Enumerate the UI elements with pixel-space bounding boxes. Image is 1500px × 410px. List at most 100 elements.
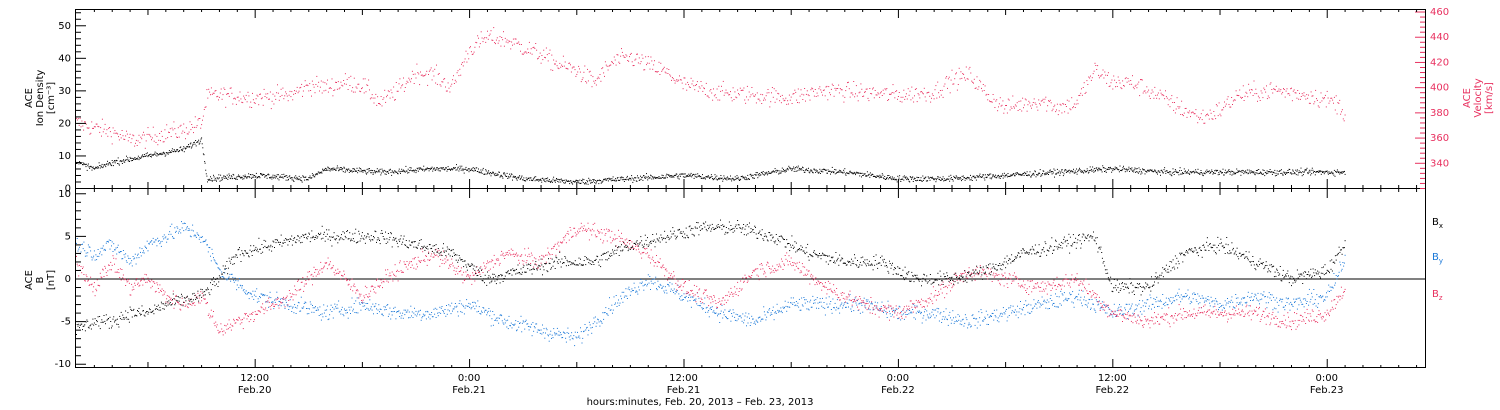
data-point	[1126, 170, 1128, 172]
data-point	[886, 178, 887, 179]
data-point	[198, 118, 200, 119]
data-point	[509, 176, 511, 178]
data-point	[1311, 167, 1313, 169]
data-point	[475, 170, 476, 172]
data-point	[773, 319, 775, 321]
data-point	[323, 168, 325, 170]
data-point	[733, 99, 735, 100]
data-point	[209, 247, 211, 249]
data-point	[146, 155, 148, 157]
data-point	[159, 133, 161, 134]
data-point	[1104, 168, 1106, 169]
data-point	[390, 311, 392, 313]
data-point	[1023, 174, 1025, 176]
data-point	[722, 80, 724, 82]
data-point	[1125, 77, 1127, 79]
data-point	[995, 177, 997, 179]
data-point	[1308, 171, 1310, 173]
data-point	[142, 134, 144, 136]
top-panel-scatter	[76, 27, 1346, 185]
data-point	[710, 174, 712, 176]
data-point	[343, 166, 345, 168]
data-point	[602, 180, 604, 182]
data-point	[498, 322, 500, 324]
data-point	[760, 93, 762, 95]
data-point	[771, 92, 772, 94]
data-point	[366, 307, 368, 309]
data-point	[87, 165, 89, 167]
data-point	[931, 311, 933, 313]
data-point	[492, 171, 494, 173]
data-point	[382, 98, 384, 100]
data-point	[80, 126, 82, 128]
data-point	[1061, 169, 1063, 171]
data-point	[1062, 294, 1064, 296]
data-point	[751, 87, 753, 88]
data-point	[483, 38, 485, 40]
data-point	[1137, 172, 1139, 174]
data-point	[552, 337, 554, 339]
data-point	[1029, 102, 1031, 104]
data-point	[336, 88, 338, 90]
data-point	[361, 302, 363, 304]
data-point	[846, 172, 848, 174]
data-point	[1186, 172, 1188, 174]
data-point	[1049, 170, 1051, 172]
data-point	[303, 86, 305, 87]
data-point	[291, 177, 292, 179]
data-point	[895, 178, 897, 180]
data-point	[762, 171, 764, 172]
data-point	[797, 102, 798, 103]
data-point	[125, 135, 127, 137]
data-point	[1300, 96, 1302, 97]
data-point	[825, 297, 827, 299]
data-point	[913, 101, 915, 103]
data-point	[1298, 98, 1300, 100]
data-point	[583, 330, 585, 332]
data-point	[455, 169, 457, 171]
data-point	[317, 173, 319, 175]
data-point	[481, 311, 483, 313]
data-point	[1254, 174, 1256, 176]
data-point	[1204, 122, 1206, 124]
data-point	[159, 153, 161, 154]
data-point	[450, 168, 452, 170]
data-point	[1200, 113, 1202, 115]
data-point	[342, 85, 344, 87]
data-point	[1246, 171, 1248, 173]
data-point	[604, 312, 606, 313]
data-point	[965, 317, 967, 319]
data-point	[945, 179, 946, 181]
data-point	[698, 297, 700, 299]
data-point	[526, 179, 528, 181]
data-point	[261, 174, 263, 176]
data-point	[505, 41, 507, 43]
data-point	[1310, 174, 1312, 176]
data-point	[461, 62, 463, 64]
data-point	[514, 38, 516, 40]
data-point	[190, 142, 192, 144]
data-point	[143, 154, 145, 155]
data-point	[176, 136, 178, 138]
data-point	[165, 236, 167, 238]
data-point	[354, 312, 356, 313]
data-point	[271, 301, 273, 303]
data-point	[171, 223, 173, 225]
data-point	[787, 169, 789, 171]
data-point	[1081, 302, 1082, 304]
data-point	[682, 299, 684, 300]
data-point	[93, 255, 95, 257]
data-point	[1070, 170, 1071, 172]
data-point	[1164, 167, 1166, 169]
data-point	[924, 308, 926, 310]
data-point	[215, 262, 217, 264]
data-point	[1120, 306, 1122, 308]
data-point	[1016, 172, 1018, 174]
data-point	[972, 81, 974, 83]
data-point	[1158, 171, 1160, 173]
data-point	[1220, 115, 1222, 117]
data-point	[708, 316, 710, 318]
data-point	[961, 324, 963, 326]
data-point	[782, 306, 784, 308]
data-point	[655, 177, 657, 178]
